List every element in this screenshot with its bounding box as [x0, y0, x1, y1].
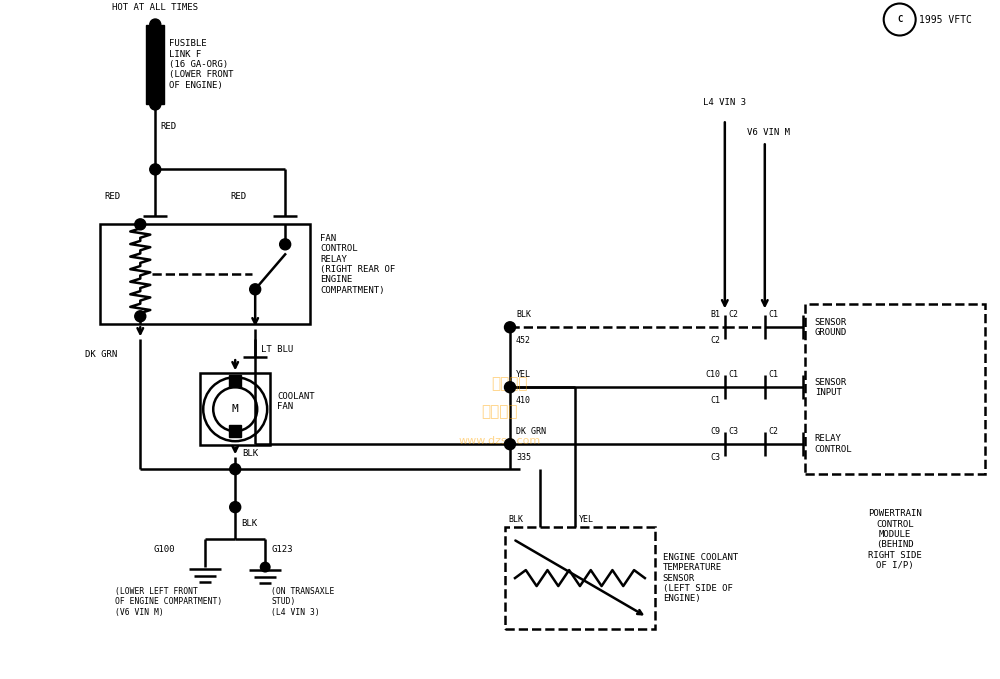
- Bar: [146, 24, 164, 105]
- Circle shape: [135, 311, 146, 322]
- Circle shape: [280, 239, 291, 250]
- Text: 335: 335: [516, 453, 531, 462]
- Circle shape: [504, 322, 515, 333]
- Text: C1: C1: [769, 310, 779, 318]
- Text: RED: RED: [160, 122, 176, 132]
- Text: L4 VIN 3: L4 VIN 3: [703, 98, 746, 107]
- Circle shape: [504, 382, 515, 392]
- Text: 410: 410: [516, 396, 531, 405]
- Text: G100: G100: [153, 545, 175, 553]
- Text: C3: C3: [729, 426, 739, 436]
- Text: DK GRN: DK GRN: [85, 350, 118, 359]
- Text: YEL: YEL: [516, 370, 531, 379]
- Text: C1: C1: [729, 370, 739, 379]
- Text: BLK: BLK: [241, 519, 257, 528]
- Text: BLK: BLK: [242, 449, 258, 458]
- Bar: [229, 375, 241, 387]
- Circle shape: [150, 164, 161, 175]
- Text: 找图一下: 找图一下: [492, 375, 528, 390]
- Text: RELAY
CONTROL: RELAY CONTROL: [815, 435, 852, 454]
- Bar: [505, 527, 655, 629]
- Bar: [100, 224, 310, 325]
- Text: RED: RED: [230, 192, 246, 202]
- Circle shape: [260, 562, 271, 572]
- Bar: [200, 373, 270, 445]
- Text: POWERTRAIN
CONTROL
MODULE
(BEHIND
RIGHT SIDE
OF I/P): POWERTRAIN CONTROL MODULE (BEHIND RIGHT …: [868, 509, 922, 570]
- Text: SENSOR
GROUND: SENSOR GROUND: [815, 318, 847, 337]
- Text: COOLANT
FAN: COOLANT FAN: [277, 392, 315, 411]
- Circle shape: [230, 464, 241, 475]
- Text: FUSIBLE
LINK F
(16 GA-ORG)
(LOWER FRONT
OF ENGINE): FUSIBLE LINK F (16 GA-ORG) (LOWER FRONT …: [169, 39, 234, 90]
- Text: FAN
CONTROL
RELAY
(RIGHT REAR OF
ENGINE
COMPARTMENT): FAN CONTROL RELAY (RIGHT REAR OF ENGINE …: [320, 234, 395, 295]
- Text: (ON TRANSAXLE
STUD)
(L4 VIN 3): (ON TRANSAXLE STUD) (L4 VIN 3): [271, 587, 335, 617]
- Bar: [805, 304, 985, 474]
- Circle shape: [504, 439, 515, 449]
- Circle shape: [213, 387, 257, 431]
- Text: 维库一下: 维库一下: [482, 404, 518, 419]
- Text: C9: C9: [711, 426, 721, 436]
- Circle shape: [250, 284, 261, 295]
- Text: DK GRN: DK GRN: [516, 426, 546, 436]
- Text: ENGINE COOLANT
TEMPERATURE
SENSOR
(LEFT SIDE OF
ENGINE): ENGINE COOLANT TEMPERATURE SENSOR (LEFT …: [663, 553, 738, 604]
- Text: SENSOR
INPUT: SENSOR INPUT: [815, 378, 847, 397]
- Text: C2: C2: [729, 310, 739, 318]
- Text: YEL: YEL: [579, 515, 594, 524]
- Text: M: M: [232, 404, 239, 414]
- Text: BLK: BLK: [516, 310, 531, 318]
- Text: www.dzsc.com: www.dzsc.com: [459, 436, 541, 446]
- Text: B1: B1: [711, 310, 721, 318]
- Text: HOT AT ALL TIMES: HOT AT ALL TIMES: [112, 3, 198, 12]
- Text: 1995 VFTC: 1995 VFTC: [919, 14, 972, 24]
- Text: RED: RED: [104, 192, 120, 202]
- Text: C10: C10: [706, 370, 721, 379]
- Text: C1: C1: [769, 370, 779, 379]
- Bar: [229, 425, 241, 437]
- Circle shape: [150, 99, 161, 110]
- Text: C3: C3: [711, 453, 721, 462]
- Text: LT BLU: LT BLU: [261, 345, 293, 354]
- Text: (LOWER LEFT FRONT
OF ENGINE COMPARTMENT)
(V6 VIN M): (LOWER LEFT FRONT OF ENGINE COMPARTMENT)…: [115, 587, 223, 617]
- Text: BLK: BLK: [508, 515, 523, 524]
- Text: C2: C2: [711, 335, 721, 345]
- Text: C2: C2: [769, 426, 779, 436]
- Text: C: C: [897, 15, 902, 24]
- Circle shape: [150, 19, 161, 30]
- Text: 452: 452: [516, 335, 531, 345]
- Circle shape: [230, 502, 241, 513]
- Circle shape: [135, 219, 146, 230]
- Text: V6 VIN M: V6 VIN M: [747, 128, 790, 137]
- Text: C1: C1: [711, 396, 721, 405]
- Text: G123: G123: [271, 545, 293, 553]
